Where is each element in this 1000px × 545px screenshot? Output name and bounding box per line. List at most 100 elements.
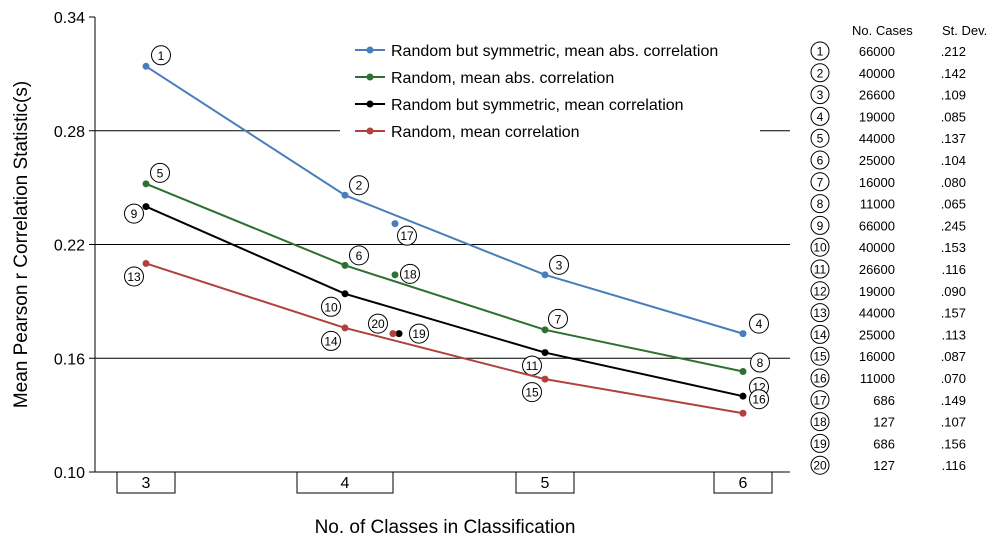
table-row-circle — [810, 346, 830, 366]
table-row-sd: .107 — [941, 415, 966, 430]
point-label-circle — [321, 296, 341, 317]
point-label: 6 — [356, 249, 363, 263]
table-row-sd: .116 — [942, 262, 966, 277]
table-row-circle — [810, 172, 830, 192]
y-axis-title: Mean Pearson r Correlation Statistic(s) — [11, 81, 32, 408]
data-point — [541, 375, 549, 383]
table-row-sd: .065 — [941, 197, 966, 212]
table-row-sd: .116 — [942, 458, 966, 473]
table-row-id: 2 — [817, 66, 824, 80]
x-category-box — [713, 471, 773, 494]
table-row-cases: 40000 — [859, 240, 895, 255]
table-row-id: 16 — [813, 372, 827, 386]
table-row-sd: .153 — [941, 240, 966, 255]
table-row-id: 18 — [813, 415, 827, 429]
table-row-cases: 25000 — [859, 327, 895, 342]
series-line — [145, 65, 744, 335]
x-axis-title: No. of Classes in Classification — [315, 517, 576, 538]
table-row-sd: .104 — [941, 153, 966, 168]
point-label-circle — [151, 45, 171, 66]
point-label: 5 — [157, 166, 164, 180]
legend-entry: Random but symmetric, mean abs. correlat… — [391, 43, 718, 60]
x-tick-label: 4 — [341, 475, 350, 492]
point-label-circle — [400, 263, 420, 284]
legend-entry: Random, mean correlation — [391, 124, 580, 141]
table-row-circle — [810, 281, 830, 301]
table-row-sd: .156 — [941, 436, 966, 451]
table-row-id: 12 — [813, 284, 827, 298]
table-row-sd: .142 — [941, 66, 966, 81]
y-tick-label: 0.16 — [54, 351, 85, 368]
point-label-circle — [548, 308, 568, 329]
table-row-id: 8 — [817, 197, 824, 211]
table-row-sd: .245 — [941, 218, 966, 233]
table-row-circle — [810, 433, 830, 453]
point-label-circle — [549, 254, 569, 275]
data-point — [739, 330, 747, 338]
data-point — [739, 368, 747, 376]
table-row-cases: 16000 — [859, 349, 895, 364]
legend-marker — [366, 73, 374, 81]
point-label: 10 — [324, 300, 338, 314]
point-label-circle — [124, 203, 144, 224]
table-row-sd: .080 — [941, 175, 966, 190]
data-point — [541, 349, 549, 357]
legend-marker — [366, 100, 374, 108]
table-row-circle — [810, 41, 830, 61]
y-tick-label: 0.22 — [54, 238, 85, 255]
table-row-sd: .070 — [941, 371, 966, 386]
table-row-circle — [810, 63, 830, 83]
table-row-circle — [810, 237, 830, 257]
point-label: 8 — [757, 356, 764, 370]
table-row-cases: 40000 — [859, 66, 895, 81]
point-label: 20 — [371, 317, 385, 331]
table-row-sd: .087 — [941, 349, 966, 364]
table-row-circle — [810, 85, 830, 105]
table-row-cases: 127 — [873, 415, 895, 430]
x-tick-label: 3 — [142, 475, 151, 492]
table-row-circle — [810, 215, 830, 235]
table-row-circle — [810, 259, 830, 279]
legend-box — [340, 34, 760, 146]
table-row-sd: .149 — [941, 393, 966, 408]
extra-data-point — [389, 330, 397, 338]
table-row-id: 5 — [817, 132, 824, 146]
data-point — [541, 326, 549, 334]
table-row-cases: 16000 — [859, 175, 895, 190]
legend-marker — [366, 46, 374, 54]
data-point — [142, 259, 150, 267]
y-tick-label: 0.10 — [54, 465, 85, 482]
point-label: 9 — [131, 207, 138, 221]
y-tick-label: 0.34 — [54, 10, 85, 27]
point-label: 1 — [158, 49, 165, 63]
table-row-circle — [810, 128, 830, 148]
table-row-sd: .109 — [941, 88, 966, 103]
series-line — [145, 182, 744, 373]
point-label-circle — [150, 162, 170, 183]
data-point — [341, 324, 349, 332]
table-row-id: 17 — [813, 393, 827, 407]
point-label-circle — [749, 389, 769, 410]
table-row-id: 3 — [817, 88, 824, 102]
table-row-cases: 44000 — [859, 131, 895, 146]
point-label-circle — [321, 330, 341, 351]
point-label: 19 — [412, 327, 426, 341]
data-point — [739, 409, 747, 417]
table-row-sd: .090 — [941, 284, 966, 299]
data-point — [142, 203, 150, 211]
point-label: 7 — [555, 312, 562, 326]
table-row-sd: .212 — [941, 44, 966, 59]
extra-data-point — [391, 220, 399, 228]
table-row-cases: 19000 — [859, 284, 895, 299]
table-row-id: 4 — [817, 110, 824, 124]
table-row-circle — [810, 324, 830, 344]
table-row-circle — [810, 455, 830, 475]
data-point — [142, 180, 150, 188]
point-label: 18 — [403, 267, 417, 281]
point-label-circle — [522, 382, 542, 403]
table-row-sd: .137 — [941, 131, 966, 146]
table-row-id: 10 — [813, 241, 827, 255]
point-label: 3 — [556, 258, 563, 272]
point-label-circle — [124, 266, 144, 287]
y-tick-label: 0.28 — [54, 124, 85, 141]
